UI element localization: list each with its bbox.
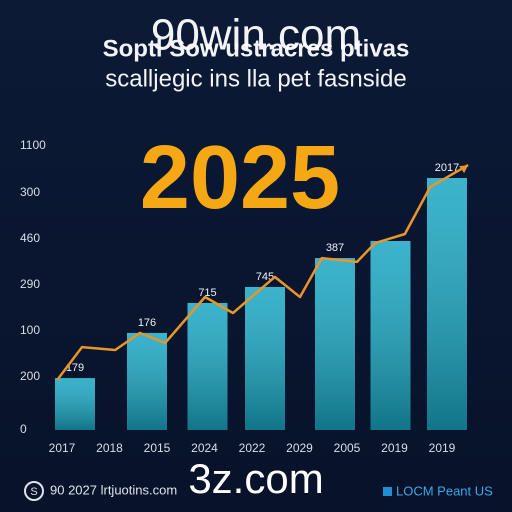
headline: 2025 (140, 128, 340, 228)
x-tick-label: 2019 (381, 441, 408, 455)
x-tick-label: 2017 (49, 441, 76, 455)
x-tick-label: 2015 (144, 441, 171, 455)
y-tick-label: 200 (20, 369, 40, 383)
bar-label: 179 (66, 362, 84, 374)
footer-text: 90 2027 lrtjuotins.com (50, 482, 177, 497)
x-tick-label: 2019 (429, 441, 456, 455)
legend-label: LOCM Peant US (396, 483, 493, 498)
y-tick-label: 290 (20, 277, 40, 291)
bar-label: 387 (326, 242, 344, 254)
bar-shade (427, 178, 467, 430)
watermark: 3z.com (188, 455, 323, 502)
bar-label: 715 (198, 287, 216, 299)
bar-shade (315, 258, 355, 430)
legend-swatch (383, 487, 392, 496)
y-tick-label: 0 (20, 422, 27, 436)
chart-subtitle: scalljegic ins lla pet fasnside (105, 65, 407, 92)
bar-shade (370, 241, 411, 430)
x-tick-label: 2024 (191, 441, 218, 455)
bar-shade (187, 302, 228, 430)
footer-icon-ring (24, 481, 44, 501)
x-tick-label: 2018 (96, 441, 123, 455)
x-tick-label: 2022 (239, 441, 266, 455)
footer-icon: S (30, 486, 37, 498)
y-tick-label: 1100 (20, 138, 46, 152)
bar-label: 176 (138, 317, 156, 329)
y-tick-label: 460 (20, 231, 40, 245)
y-tick-label: 300 (20, 185, 40, 199)
line-arrow (459, 165, 469, 174)
bar-shade (127, 332, 167, 430)
chart-title: Soptl Sow ustracres ptivas (103, 35, 410, 62)
line (56, 164, 469, 381)
bar-shade (245, 286, 285, 430)
x-tick-label: 2005 (334, 441, 361, 455)
x-tick-label: 2029 (286, 441, 313, 455)
bar-shade (55, 378, 95, 430)
watermark: 90win.com (151, 11, 361, 60)
y-tick-label: 100 (20, 323, 40, 337)
bar-label: 2017 (435, 162, 459, 174)
